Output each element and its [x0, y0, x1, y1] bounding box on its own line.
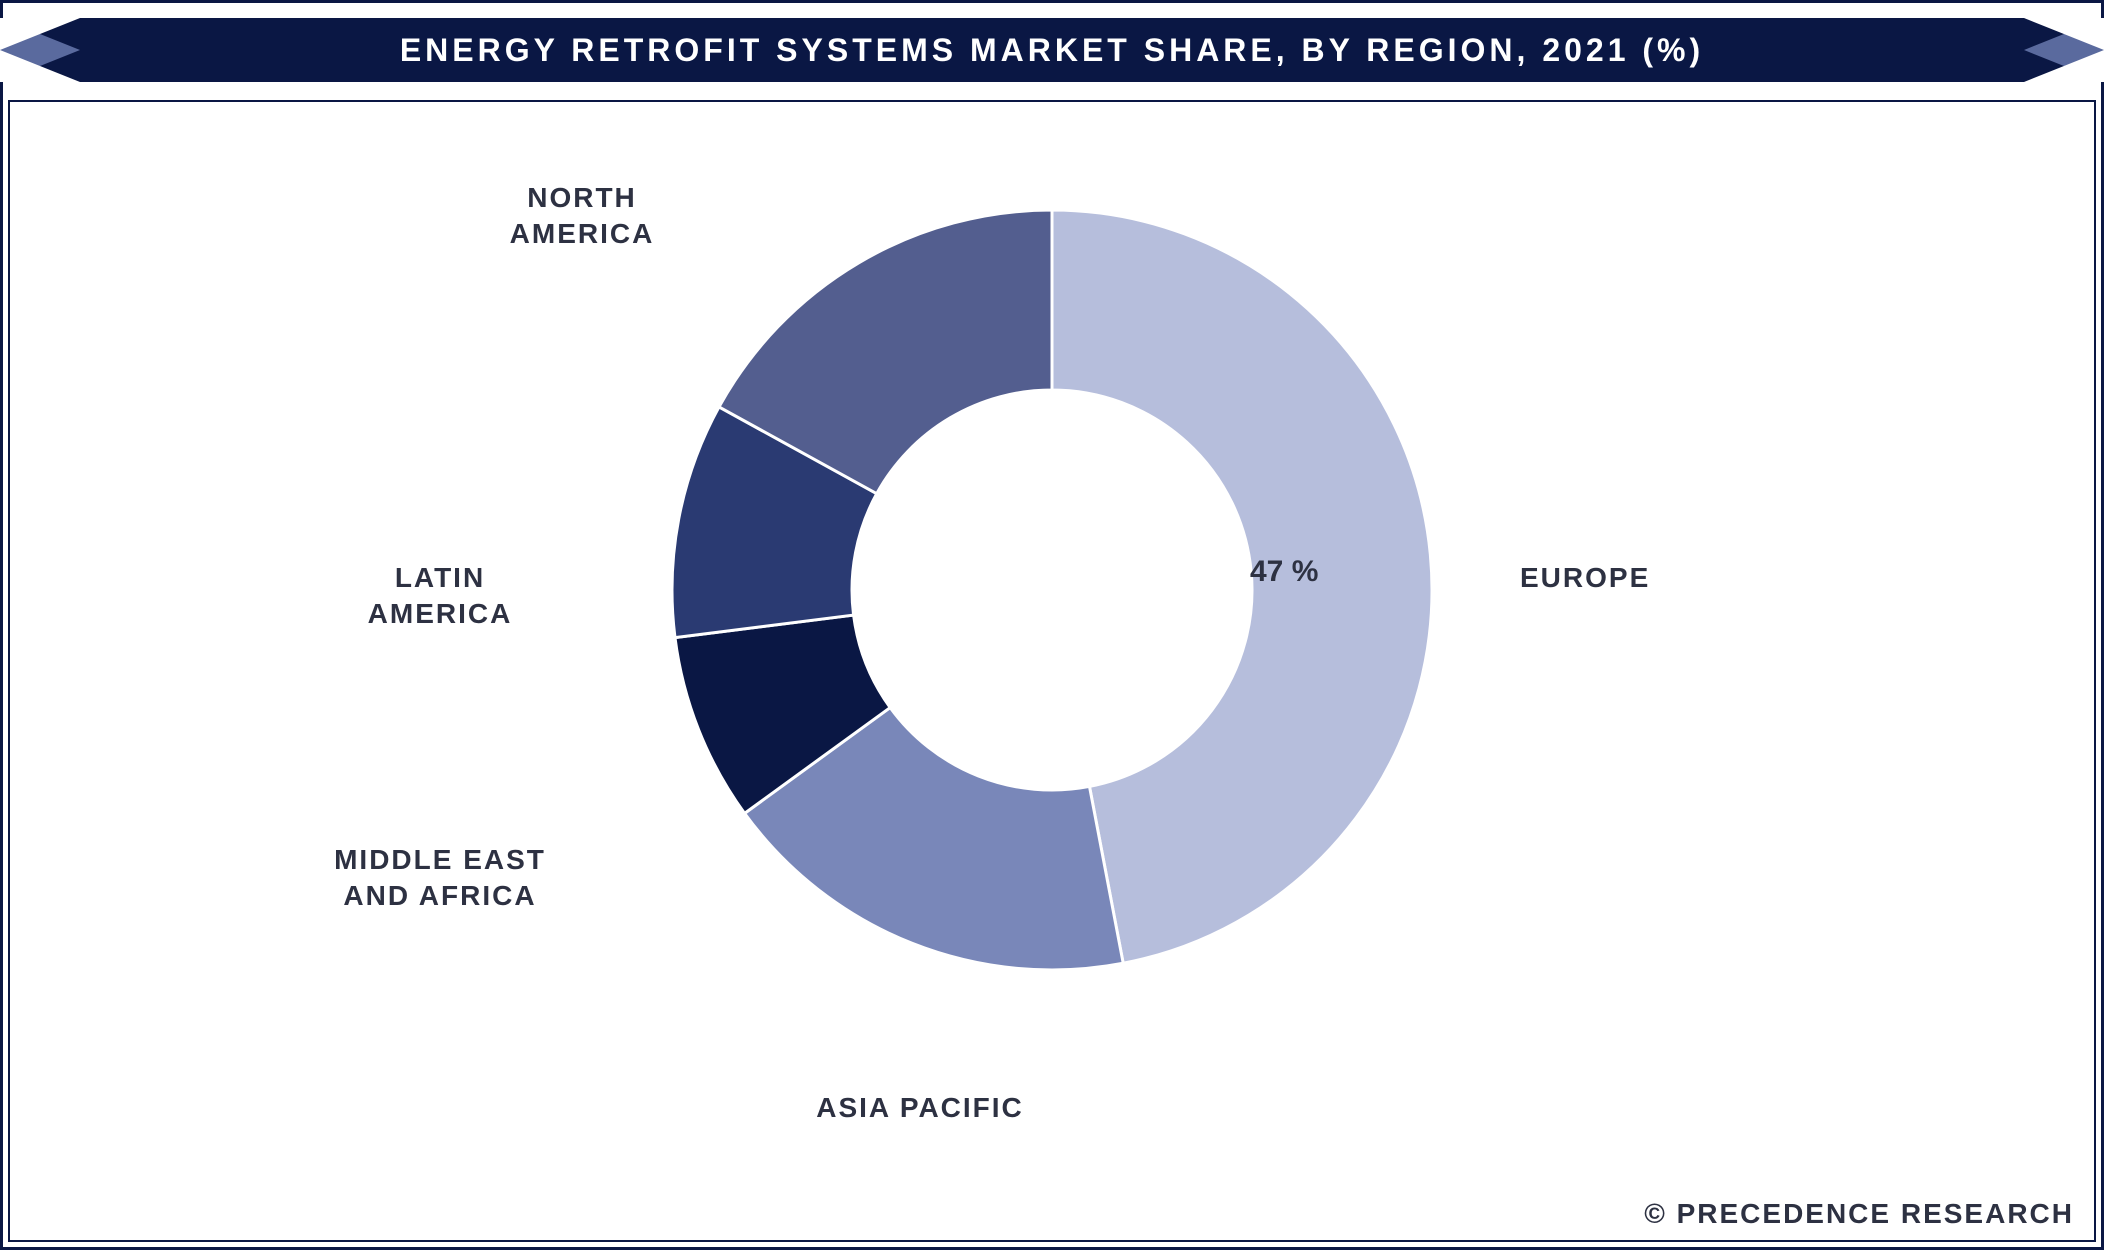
- slice-label-2: MIDDLE EASTAND AFRICA: [334, 842, 546, 915]
- slice-label-4: NORTHAMERICA: [510, 180, 655, 253]
- slice-label-0: EUROPE: [1520, 560, 1650, 596]
- title-bar: ENERGY RETROFIT SYSTEMS MARKET SHARE, BY…: [0, 18, 2104, 82]
- slice-label-1: ASIA PACIFIC: [816, 1090, 1024, 1126]
- chart-area: EUROPE 47 % ASIA PACIFIC MIDDLE EASTAND AFR…: [0, 130, 2104, 1180]
- copyright-text: © PRECEDENCE RESEARCH: [1644, 1198, 2074, 1230]
- slice-value-0: 47 %: [1250, 555, 1318, 589]
- donut-slice-0: [1052, 210, 1432, 963]
- slice-label-3: LATINAMERICA: [368, 560, 513, 633]
- donut-chart: [642, 180, 1462, 1000]
- chart-title: ENERGY RETROFIT SYSTEMS MARKET SHARE, BY…: [0, 18, 2104, 82]
